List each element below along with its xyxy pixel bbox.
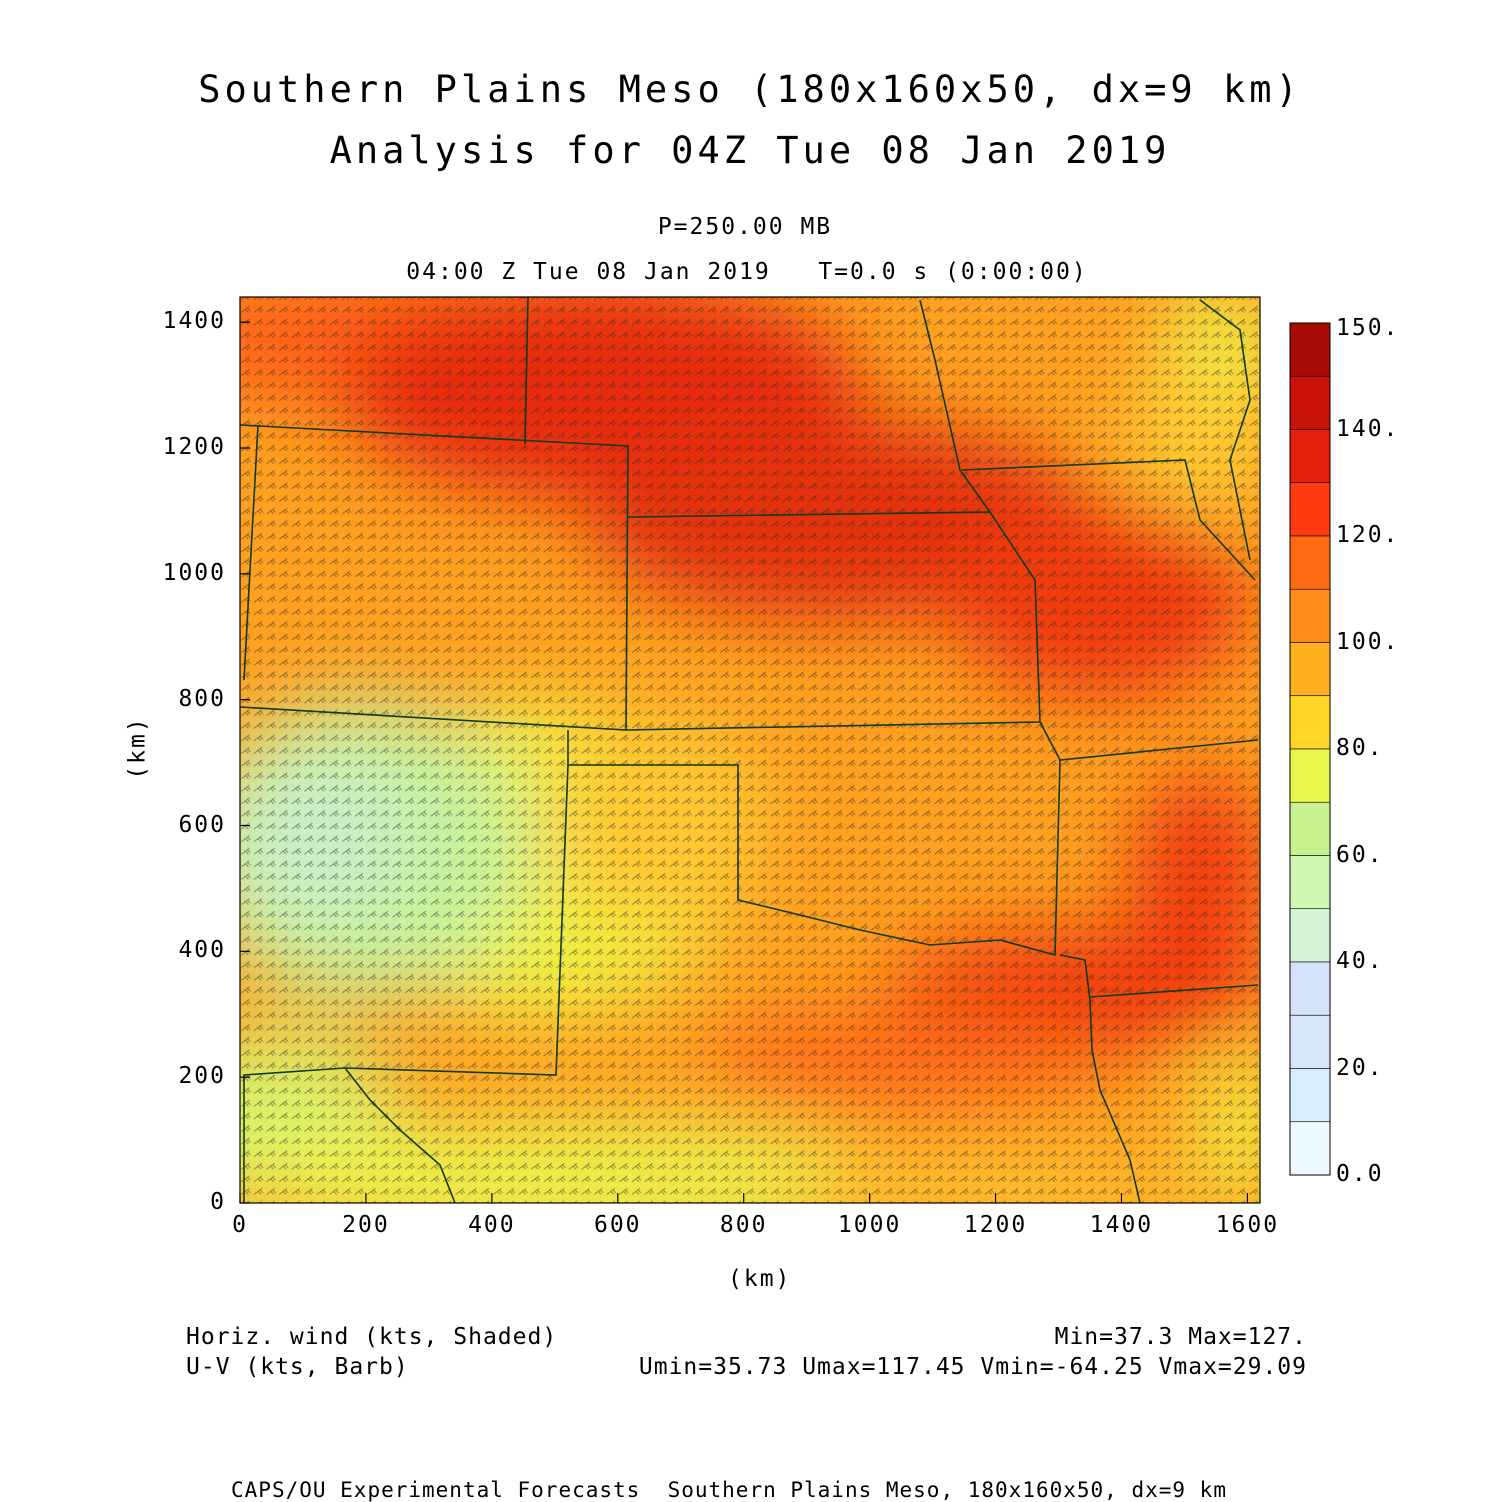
colorbar-swatch [1289, 801, 1331, 856]
axis-ticks [239, 321, 1249, 1204]
colorbar-swatch [1289, 1014, 1331, 1069]
colorbar-label: 80. [1336, 735, 1384, 761]
colorbar-swatch [1289, 855, 1331, 910]
colorbar-swatch [1289, 429, 1331, 484]
shaded-field-label: Horiz. wind (kts, Shaded) [186, 1324, 558, 1350]
wind-speed-shading [240, 297, 1260, 1203]
state-borders [240, 297, 1259, 1203]
colorbar-label: 100. [1336, 628, 1400, 655]
y-tick-label: 1400 [162, 308, 226, 335]
x-tick-label: 1400 [1089, 1212, 1154, 1238]
x-tick-label: 0 [232, 1212, 248, 1238]
x-tick-label: 200 [342, 1212, 390, 1238]
colorbar-swatch [1289, 1068, 1331, 1123]
y-tick-label: 1000 [162, 559, 226, 586]
x-axis-label: (km) [728, 1266, 792, 1292]
colorbar-label: 20. [1336, 1054, 1384, 1081]
colorbar-swatch [1289, 375, 1331, 430]
colorbar-swatch [1289, 588, 1331, 643]
colorbar-label: 60. [1336, 841, 1384, 868]
x-tick-label: 1200 [963, 1212, 1028, 1238]
uv-min-max-values: Umin=35.73 Umax=117.45 Vmin=-64.25 Vmax=… [638, 1354, 1307, 1380]
colorbar-swatch [1289, 695, 1331, 750]
colorbar-swatch [1289, 961, 1331, 1016]
title-line-1: Southern Plains Meso (180x160x50, dx=9 k… [198, 68, 1302, 111]
y-tick-label: 200 [178, 1063, 226, 1090]
credit-line: CAPS/OU Experimental Forecasts Southern … [231, 1478, 1227, 1502]
min-max-values: Min=37.3 Max=127. [1054, 1324, 1307, 1350]
colorbar [1289, 322, 1331, 1176]
pressure-level: P=250.00 MB [657, 214, 833, 240]
colorbar-label: 40. [1336, 948, 1384, 974]
colorbar-swatch [1289, 482, 1331, 537]
title-line-2: Analysis for 04Z Tue 08 Jan 2019 [329, 129, 1171, 172]
x-tick-label: 600 [593, 1212, 642, 1238]
y-tick-label: 0 [210, 1189, 226, 1215]
valid-time: 04:00 Z Tue 08 Jan 2019 T=0.0 s (0:00:00… [406, 259, 1088, 285]
colorbar-swatch [1289, 748, 1331, 803]
y-tick-label: 600 [178, 811, 226, 838]
colorbar-label: 0.0 [1336, 1161, 1384, 1187]
y-tick-label: 1200 [162, 434, 226, 460]
x-tick-label: 1600 [1215, 1212, 1280, 1238]
colorbar-swatch [1289, 642, 1331, 697]
plot-frame [239, 296, 1261, 1204]
colorbar-swatch [1289, 1121, 1331, 1176]
x-tick-label: 1000 [837, 1212, 902, 1238]
colorbar-label: 140. [1336, 415, 1400, 442]
colorbar-label: 120. [1336, 522, 1400, 548]
colorbar-label: 150. [1336, 315, 1400, 341]
y-axis-label: (km) [124, 716, 151, 780]
colorbar-swatch [1289, 322, 1331, 377]
colorbar-swatch [1289, 908, 1331, 963]
barb-field-label: U-V (kts, Barb) [186, 1354, 409, 1380]
y-tick-label: 800 [178, 685, 226, 712]
x-tick-label: 400 [468, 1212, 516, 1238]
y-tick-label: 400 [178, 937, 226, 964]
x-tick-label: 800 [719, 1212, 768, 1238]
colorbar-swatch [1289, 535, 1331, 590]
